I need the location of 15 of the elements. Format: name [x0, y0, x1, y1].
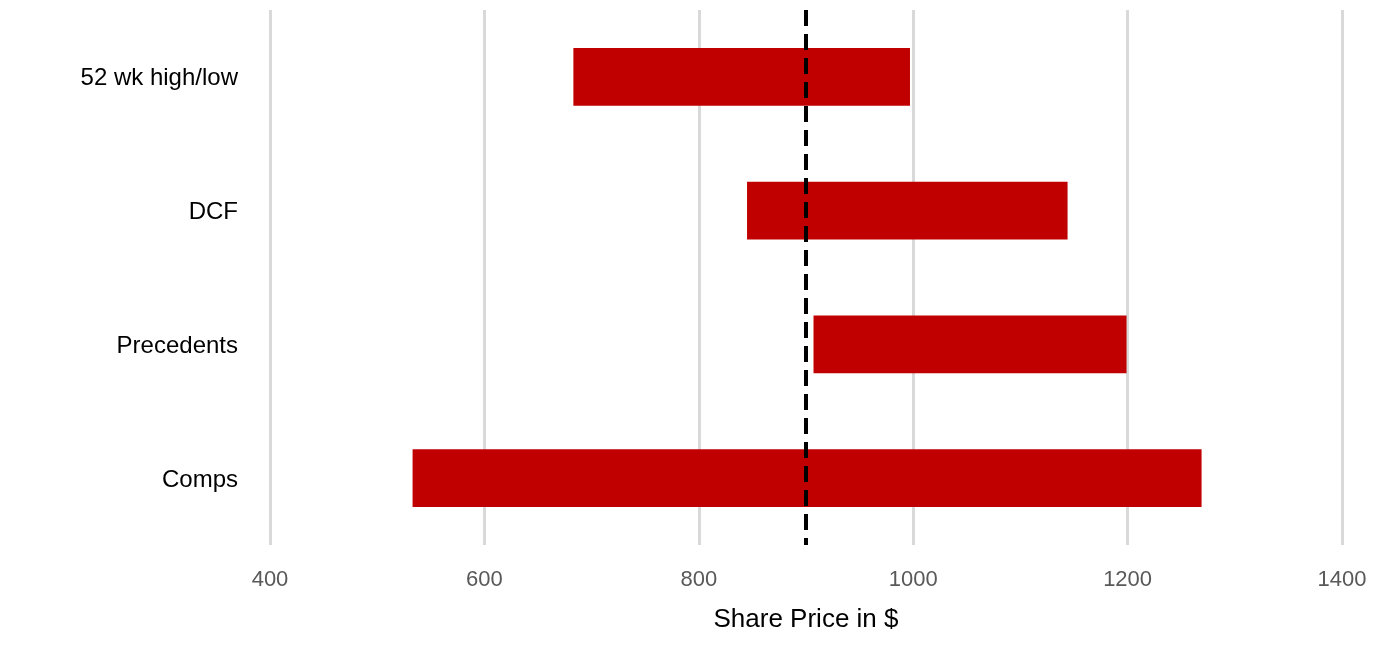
y-tick-label: Comps	[161, 464, 238, 492]
x-tick-label: 400	[251, 565, 289, 591]
x-tick-label: 800	[680, 565, 718, 591]
y-tick-label: Precedents	[116, 330, 238, 358]
y-tick-label: DCF	[188, 197, 238, 225]
bar	[412, 449, 1202, 507]
x-tick-label: 600	[466, 565, 503, 591]
x-tick-label: 1200	[1103, 565, 1153, 591]
x-tick-label: 1400	[1317, 565, 1367, 591]
bar	[813, 315, 1127, 374]
bar	[573, 48, 910, 106]
y-tick-label: 52 wk high/low	[80, 63, 239, 91]
bar	[747, 181, 1068, 240]
x-axis-title: Share Price in $	[713, 603, 900, 633]
x-tick-label: 1000	[888, 565, 938, 591]
